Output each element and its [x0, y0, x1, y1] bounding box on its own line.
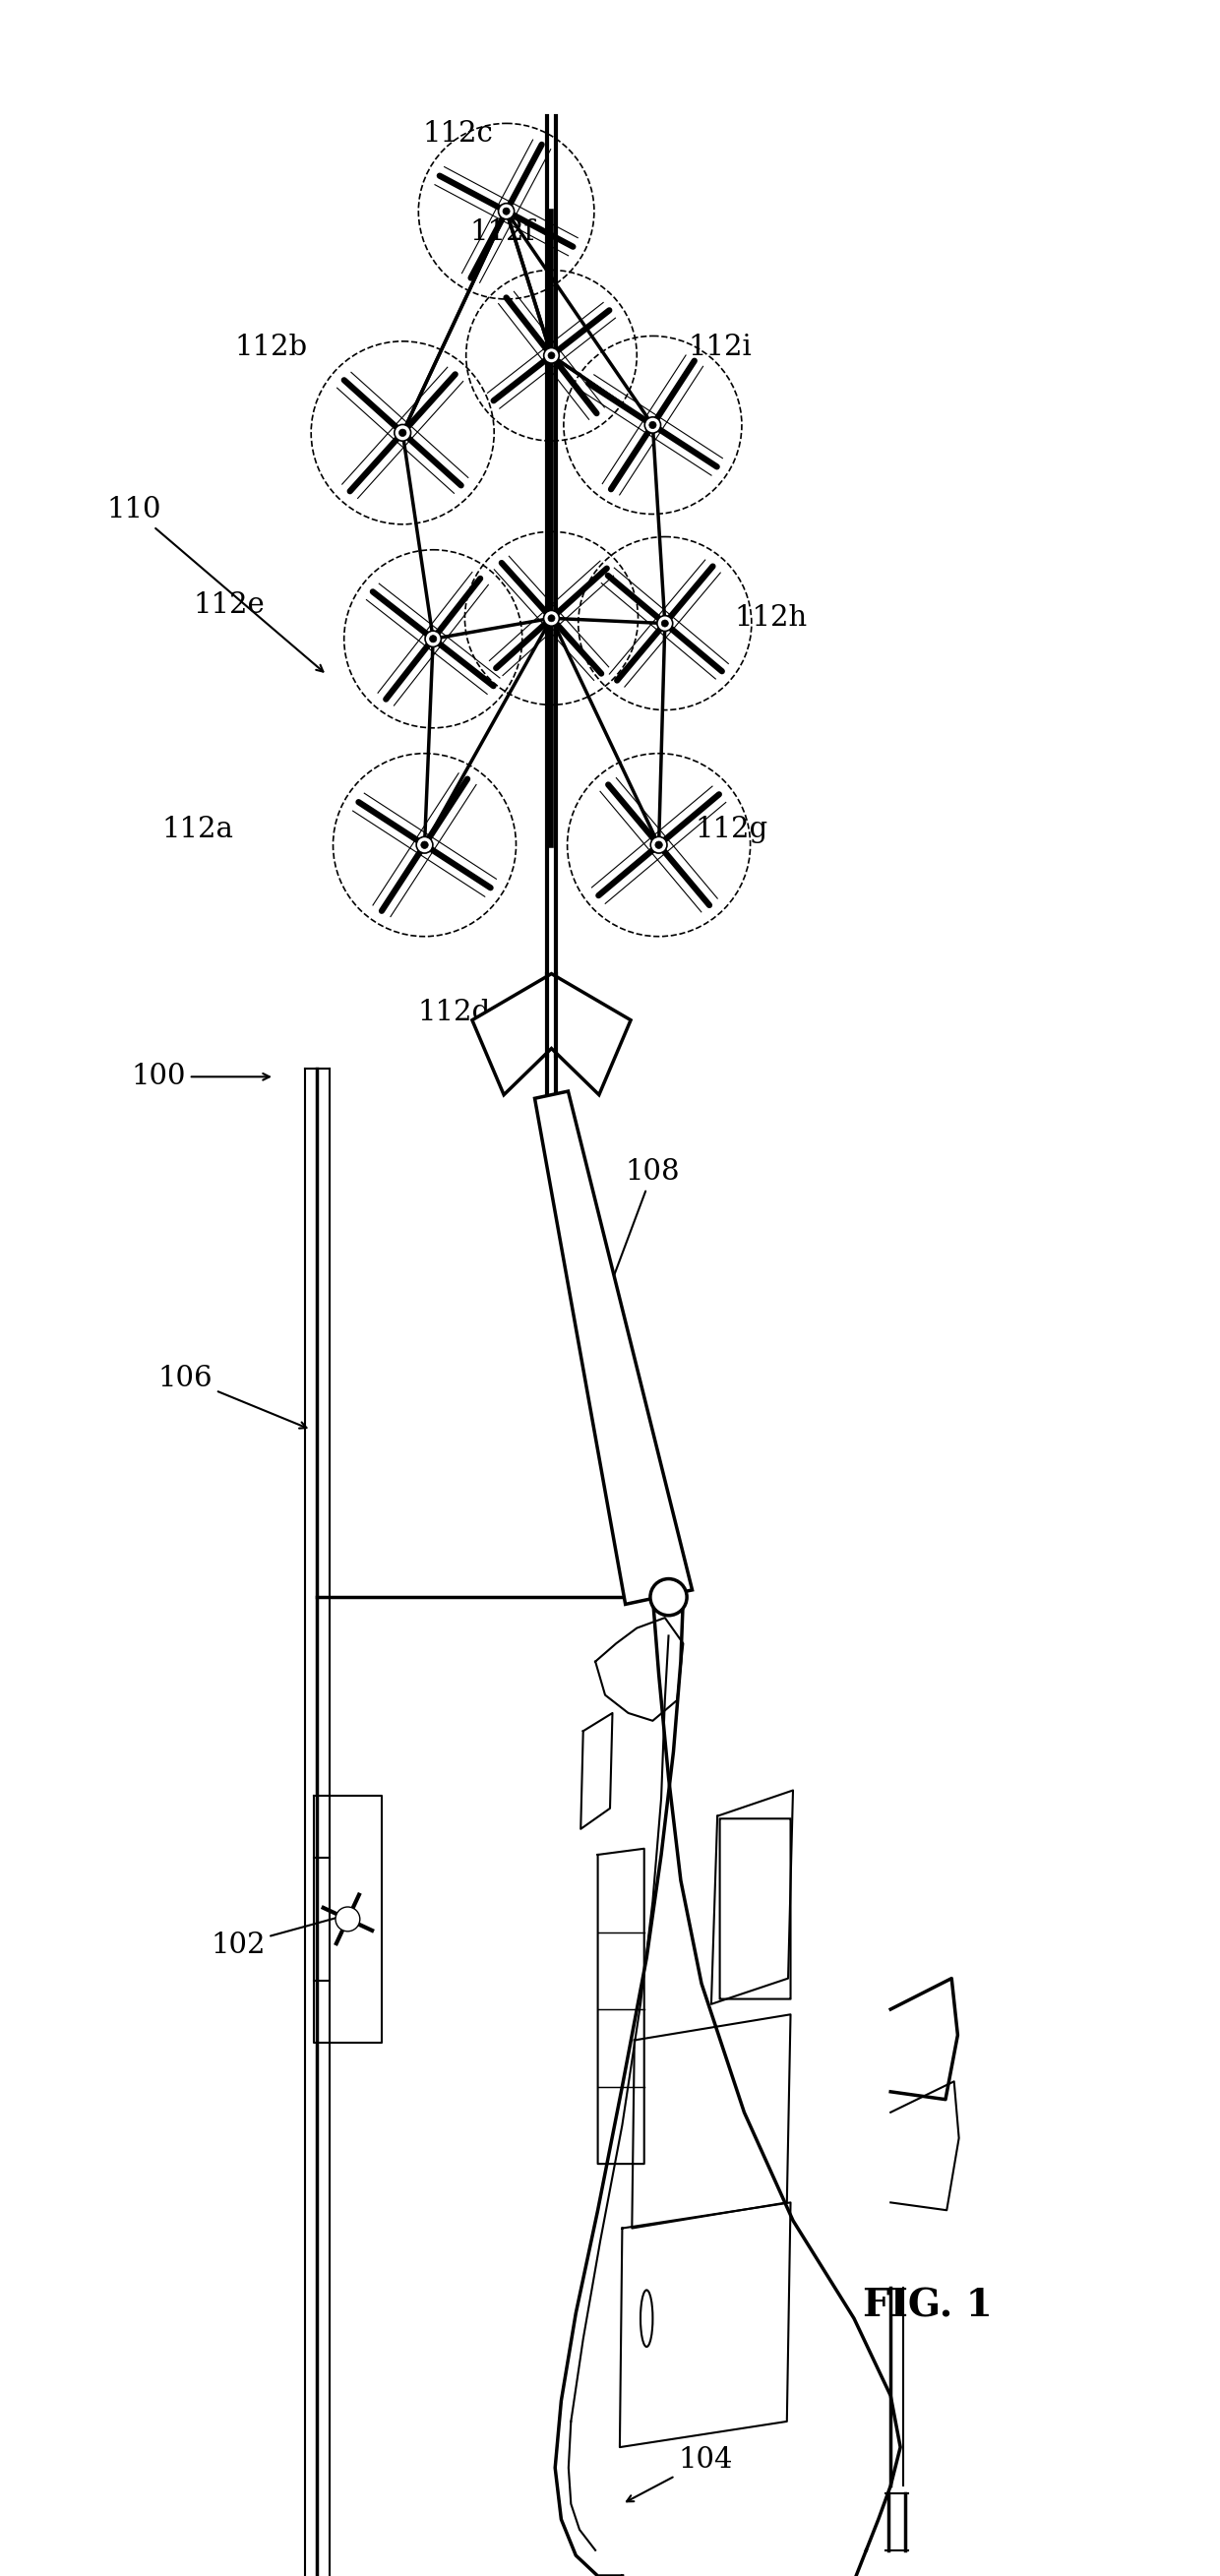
Text: FIG. 1: FIG. 1 — [863, 2287, 992, 2324]
Circle shape — [649, 422, 656, 428]
Text: 112d: 112d — [417, 999, 490, 1025]
Circle shape — [499, 204, 514, 219]
Polygon shape — [534, 1092, 692, 1605]
Text: 112h: 112h — [734, 605, 808, 631]
Circle shape — [336, 1906, 360, 1932]
Text: 112g: 112g — [695, 817, 769, 842]
Text: 100: 100 — [132, 1064, 270, 1090]
Circle shape — [425, 631, 442, 647]
Text: 112c: 112c — [422, 121, 493, 147]
Text: 112i: 112i — [688, 335, 752, 361]
Circle shape — [503, 209, 510, 214]
Circle shape — [548, 353, 555, 358]
Circle shape — [650, 1579, 687, 1615]
Text: 110: 110 — [107, 497, 323, 672]
Text: 112f: 112f — [470, 219, 536, 245]
Circle shape — [650, 837, 667, 853]
Circle shape — [421, 842, 428, 848]
Circle shape — [416, 837, 433, 853]
Text: 112b: 112b — [234, 335, 307, 361]
Circle shape — [661, 621, 669, 626]
Circle shape — [658, 616, 672, 631]
Text: 106: 106 — [159, 1365, 306, 1427]
Text: 112a: 112a — [162, 817, 233, 842]
Circle shape — [548, 616, 555, 621]
Polygon shape — [472, 974, 631, 1095]
Circle shape — [394, 425, 411, 440]
Text: 102: 102 — [211, 1911, 355, 1958]
Circle shape — [544, 611, 559, 626]
Circle shape — [644, 417, 661, 433]
Circle shape — [655, 842, 662, 848]
Text: 112e: 112e — [194, 592, 265, 618]
Circle shape — [544, 348, 559, 363]
Circle shape — [429, 636, 437, 641]
Text: 108: 108 — [599, 1159, 680, 1314]
Text: 104: 104 — [627, 2447, 732, 2501]
Circle shape — [399, 430, 406, 435]
